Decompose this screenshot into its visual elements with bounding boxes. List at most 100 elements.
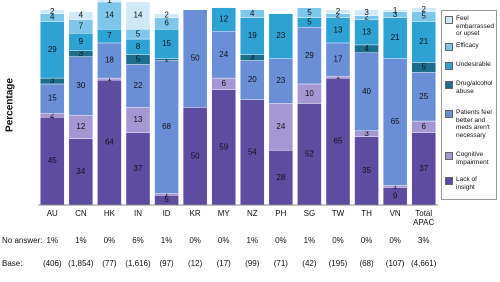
value-label: 20 (248, 75, 257, 84)
bar-segment (354, 52, 379, 132)
value-label: 4 (364, 44, 369, 53)
value-label: 3 (79, 49, 84, 58)
no-answer-value: 1% (75, 236, 87, 245)
value-label: 7 (107, 31, 112, 40)
legend-item: Undesirable (445, 61, 497, 70)
bar-segment (354, 9, 379, 16)
value-label: 5 (307, 8, 312, 17)
x-tick-label: TW (331, 209, 345, 218)
value-label: 2 (421, 5, 426, 14)
legend-swatch (445, 62, 453, 70)
value-label: 28 (276, 173, 285, 182)
no-answer-value: 0% (189, 236, 201, 245)
legend-label: Cognitive Impairment (456, 151, 489, 166)
bar-segment (182, 107, 208, 206)
bar-segment (125, 132, 151, 206)
value-label: 6 (221, 79, 226, 88)
value-label: 15 (48, 94, 57, 103)
bar-segment (154, 60, 179, 194)
bar-segment (382, 58, 408, 186)
value-label: 4 (50, 13, 55, 22)
value-label: 13 (334, 25, 343, 34)
legend-item: Drug/alcohol abuse (445, 80, 497, 95)
x-tick-label: CN (75, 209, 87, 218)
value-label: 3 (364, 129, 369, 138)
legend-swatch (445, 177, 453, 185)
value-label: 34 (76, 167, 85, 176)
value-label: 1 (336, 72, 341, 81)
legend-item: Patients feel better and meds aren't nec… (445, 109, 497, 139)
legend-item: Feel embarrassed or upset (445, 15, 497, 38)
value-label: 22 (134, 81, 143, 90)
no-answer-value: 1% (160, 236, 173, 245)
bar-segment (411, 72, 436, 122)
value-label: 54 (248, 147, 257, 156)
legend-swatch (445, 152, 453, 160)
value-label: 24 (219, 50, 228, 59)
legend-swatch (445, 16, 453, 24)
value-label: 1 (393, 182, 398, 191)
bar-segment (325, 42, 351, 77)
bar-segment (240, 99, 265, 206)
value-label: 35 (362, 166, 371, 175)
bar-segment (297, 7, 322, 18)
base-value: (68) (359, 259, 374, 268)
value-label: 2 (364, 13, 369, 22)
value-label: 21 (419, 37, 428, 46)
legend-item: Efficacy (445, 42, 497, 51)
bar-segment (240, 60, 265, 100)
bar-segment (268, 103, 294, 151)
legend-label: Patients feel better and meds aren't nec… (456, 109, 492, 139)
no-answer-value: 0% (389, 236, 401, 245)
value-label: 52 (305, 149, 314, 158)
base-value: (42) (302, 259, 317, 268)
row-label: No answer: (2, 236, 43, 245)
value-label: 5 (136, 29, 141, 38)
base-value: (1,616) (125, 259, 151, 268)
legend: Feel embarrassed or upset Efficacy Undesir… (441, 10, 497, 200)
value-label: 2 (164, 11, 169, 20)
value-label: 1 (393, 6, 398, 15)
value-label: 12 (219, 15, 228, 24)
bar-segment (297, 103, 322, 206)
bar-segment (297, 27, 322, 85)
legend-item: Cognitive Impairment (445, 151, 497, 166)
value-label: 65 (391, 117, 400, 126)
base-value: (99) (245, 259, 260, 268)
y-axis-label: Percentage (5, 78, 16, 132)
value-label: 13 (134, 115, 143, 124)
value-label: 19 (248, 31, 257, 40)
value-label: 10 (305, 89, 314, 98)
base-value: (17) (216, 259, 231, 268)
value-label: 3 (393, 10, 398, 19)
bar-segment (382, 17, 408, 59)
x-tick-label: AU (46, 209, 58, 218)
value-label: 13 (362, 27, 371, 36)
bar-segment (268, 58, 294, 104)
bar-segment (154, 13, 179, 18)
bar-segment (211, 31, 236, 79)
no-answer-value: 1% (303, 236, 316, 245)
bar-segment (240, 9, 265, 18)
value-label: 18 (105, 56, 114, 65)
value-label: 7 (79, 21, 84, 30)
bar-segment (125, 107, 151, 133)
bar-segment (325, 9, 351, 14)
row-label: Base: (2, 259, 23, 268)
no-answer-value: 0% (217, 236, 230, 245)
base-value: (12) (188, 259, 203, 268)
no-answer-value: 6% (132, 236, 144, 245)
value-label: 4 (79, 11, 84, 20)
value-label: 5 (421, 12, 426, 21)
base-value: (71) (273, 259, 288, 268)
base-value: (77) (102, 259, 117, 268)
bar-segment (325, 77, 351, 206)
legend-swatch (445, 81, 453, 89)
no-answer-value: 0% (360, 236, 373, 245)
value-label: 12 (76, 122, 85, 131)
value-label: 59 (219, 143, 228, 152)
base-value: (107) (385, 259, 405, 268)
no-answer-value: 0% (332, 236, 344, 245)
